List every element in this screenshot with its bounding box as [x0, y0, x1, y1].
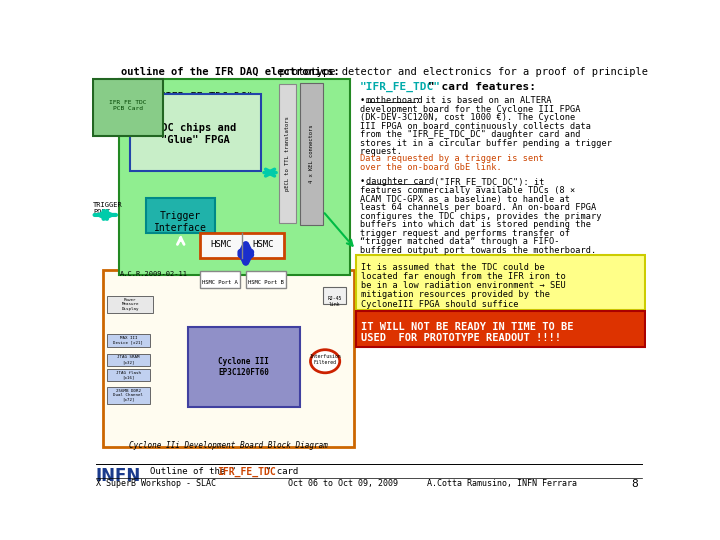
FancyBboxPatch shape [199, 233, 284, 258]
Text: IT WILL NOT BE READY IN TIME TO BE: IT WILL NOT BE READY IN TIME TO BE [361, 322, 574, 332]
Text: Outline of the ": Outline of the " [150, 467, 235, 476]
Text: Power
Measure
Display: Power Measure Display [122, 298, 139, 311]
Text: HSMC Port B: HSMC Port B [248, 280, 284, 286]
FancyBboxPatch shape [246, 271, 286, 288]
FancyBboxPatch shape [323, 287, 346, 303]
Text: " card features:: " card features: [428, 82, 536, 92]
FancyBboxPatch shape [104, 271, 354, 448]
Text: over the on-board GbE link.: over the on-board GbE link. [360, 163, 502, 172]
Text: ("IFR_FE_TDC_DC"): it: ("IFR_FE_TDC_DC"): it [429, 177, 544, 186]
Text: III FPGA on board continuously collects data: III FPGA on board continuously collects … [360, 122, 590, 131]
Text: trigger request and performs transfer of: trigger request and performs transfer of [360, 229, 570, 238]
Text: features commercially available TDCs (8 ×: features commercially available TDCs (8 … [360, 186, 575, 195]
Text: daughter card: daughter card [366, 177, 434, 186]
Text: TDC chips and: TDC chips and [155, 123, 236, 133]
Text: Cyclone IIi Development Board Block Diagram: Cyclone IIi Development Board Block Diag… [129, 441, 328, 450]
Text: Oct 06 to Oct 09, 2009: Oct 06 to Oct 09, 2009 [288, 479, 398, 488]
Text: X SuperB Workshop - SLAC: X SuperB Workshop - SLAC [96, 479, 216, 488]
Text: 4 x KEL connectors: 4 x KEL connectors [309, 125, 314, 183]
Text: development board for the Cyclone III FPGA: development board for the Cyclone III FP… [360, 105, 580, 114]
Text: ACAM TDC-GPX as a baseline) to handle at: ACAM TDC-GPX as a baseline) to handle at [360, 195, 570, 204]
Text: “trigger matched data” through a FIFO-: “trigger matched data” through a FIFO- [360, 237, 559, 246]
Text: IFR FE TDC
PCB Card: IFR FE TDC PCB Card [109, 100, 147, 111]
FancyBboxPatch shape [146, 198, 215, 233]
Text: mitigation resources provided by the: mitigation resources provided by the [361, 291, 550, 299]
Text: It is assumed that the TDC could be: It is assumed that the TDC could be [361, 262, 545, 272]
FancyBboxPatch shape [94, 79, 163, 137]
Text: HSMC: HSMC [210, 240, 232, 249]
Text: Interfusion
Filtered: Interfusion Filtered [310, 354, 341, 365]
FancyBboxPatch shape [199, 271, 240, 288]
FancyBboxPatch shape [107, 334, 150, 347]
Text: prototype detector and electronics for a proof of principle: prototype detector and electronics for a… [273, 67, 648, 77]
FancyBboxPatch shape [300, 83, 323, 225]
Text: : it is based on an ALTERA: : it is based on an ALTERA [415, 96, 552, 105]
Text: "Glue" FPGA: "Glue" FPGA [161, 135, 230, 145]
Text: HSMC: HSMC [252, 240, 274, 249]
Text: motherboard: motherboard [366, 96, 423, 105]
FancyBboxPatch shape [130, 94, 261, 171]
Text: IFR_FE_TDC: IFR_FE_TDC [217, 467, 276, 477]
FancyBboxPatch shape [107, 296, 153, 313]
Text: •: • [360, 96, 370, 105]
Text: JTAG SRAM
[x32]: JTAG SRAM [x32] [117, 355, 140, 364]
FancyBboxPatch shape [356, 311, 644, 347]
FancyBboxPatch shape [107, 354, 150, 366]
Text: Data requested by a trigger is sent: Data requested by a trigger is sent [360, 154, 544, 163]
Text: configures the TDC chips, provides the primary: configures the TDC chips, provides the p… [360, 212, 601, 221]
Text: request.: request. [360, 147, 407, 156]
Text: 8: 8 [631, 479, 639, 489]
Text: buffered output port towards the motherboard.: buffered output port towards the motherb… [360, 246, 596, 255]
Text: CycloneIII FPGA should suffice: CycloneIII FPGA should suffice [361, 300, 519, 309]
FancyBboxPatch shape [107, 369, 150, 381]
FancyBboxPatch shape [188, 327, 300, 408]
Text: Cyclone III
EP3C120FT60: Cyclone III EP3C120FT60 [218, 357, 269, 377]
Text: " card: " card [266, 467, 298, 476]
Text: Trigger
Interface: Trigger Interface [154, 211, 207, 233]
Text: •: • [360, 177, 370, 186]
Text: "IFR_FE_TDC_DC": "IFR_FE_TDC_DC" [160, 91, 253, 102]
Text: be in a low radiation environment → SEU: be in a low radiation environment → SEU [361, 281, 566, 290]
Text: TRIGGER
PORT: TRIGGER PORT [94, 202, 123, 215]
Text: RJ-45
link: RJ-45 link [327, 296, 341, 307]
Text: "IFR_FE_TDC": "IFR_FE_TDC" [360, 82, 441, 92]
Text: JTAG flash
[x16]: JTAG flash [x16] [116, 371, 141, 380]
FancyBboxPatch shape [107, 387, 150, 403]
Text: from the "IFR_FE_TDC_DC" daughter card and: from the "IFR_FE_TDC_DC" daughter card a… [360, 130, 580, 139]
Text: MAX III
Device [x21]: MAX III Device [x21] [113, 336, 143, 345]
Text: 256MB DDR2
Dual Channel
[x72]: 256MB DDR2 Dual Channel [x72] [113, 389, 143, 402]
Text: located far enough from the IFR iron to: located far enough from the IFR iron to [361, 272, 566, 281]
Text: outline of the IFR DAQ electronics:: outline of the IFR DAQ electronics: [121, 67, 340, 77]
Text: A.Cotta Ramusino, INFN Ferrara: A.Cotta Ramusino, INFN Ferrara [427, 479, 577, 488]
FancyBboxPatch shape [356, 255, 644, 310]
Text: INFN: INFN [96, 467, 141, 485]
FancyBboxPatch shape [279, 84, 296, 222]
Text: pECL to TTL translators: pECL to TTL translators [285, 116, 290, 191]
Text: buffers into which dat is stored pending the: buffers into which dat is stored pending… [360, 220, 590, 230]
Text: HSMC Port A: HSMC Port A [202, 280, 238, 286]
Ellipse shape [310, 350, 340, 373]
Text: least 64 channels per board. An on-board FPGA: least 64 channels per board. An on-board… [360, 204, 596, 212]
Text: (DK-DEV-3C120N, cost 1000 €). The Cyclone: (DK-DEV-3C120N, cost 1000 €). The Cyclon… [360, 113, 575, 122]
FancyBboxPatch shape [119, 79, 350, 275]
Text: USED  FOR PROTOTYPE READOUT !!!!: USED FOR PROTOTYPE READOUT !!!! [361, 333, 562, 343]
Text: stores it in a circular buffer pending a trigger: stores it in a circular buffer pending a… [360, 139, 612, 148]
Text: A.C.R.2009-02-11: A.C.R.2009-02-11 [120, 271, 189, 277]
